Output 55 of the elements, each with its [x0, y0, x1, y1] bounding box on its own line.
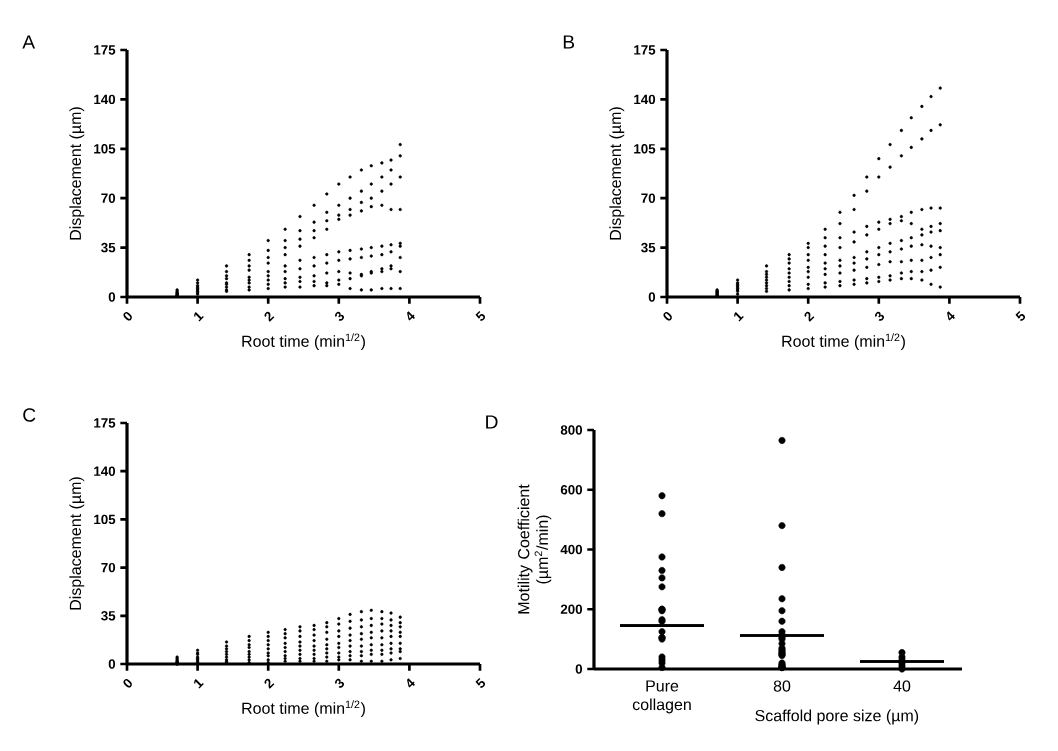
y-tick-label: 800	[560, 425, 583, 435]
chart-title: B	[563, 35, 575, 49]
y-tick-label: 0	[108, 292, 116, 302]
x-tick-label: 5	[475, 677, 486, 688]
x-tick-label: 1	[734, 312, 744, 322]
y-tick-label: 175	[634, 45, 656, 55]
y-tick-label: 70	[101, 562, 116, 573]
x-tick-label: 0	[123, 312, 132, 321]
y-tick-label: 70	[641, 193, 656, 203]
x-tick-label: 4	[407, 311, 415, 321]
y-tick-label: 35	[101, 611, 116, 621]
y-tick-label: 140	[634, 94, 656, 105]
x-tick-label: 0	[663, 312, 672, 321]
x-tick-label: 1	[194, 679, 204, 689]
y-tick-label: 0	[648, 292, 656, 302]
y-tick-label: 105	[94, 514, 116, 525]
x-tick-label: Pure collagen	[632, 680, 691, 714]
x-tick-label: 0	[123, 679, 132, 688]
x-tick-label: 4	[407, 678, 415, 688]
x-tick-label: 1	[194, 312, 204, 322]
chart-title: D	[486, 415, 498, 429]
chart-title: C	[23, 408, 36, 422]
y-tick-label: 105	[634, 144, 656, 154]
y-axis-title: Displacement (µm)	[69, 477, 85, 610]
x-tick-label: 3	[335, 678, 345, 688]
x-tick-label: 3	[335, 311, 345, 321]
x-axis-title: Scaffold pore size (µm)	[755, 709, 919, 725]
chart-title: A	[22, 35, 36, 49]
y-tick-label: 70	[101, 193, 116, 203]
x-tick-label: 2	[804, 311, 815, 322]
y-tick-label: 175	[94, 418, 116, 428]
y-tick-label: 600	[560, 485, 583, 495]
x-axis-title: Root time (min$^{1/2}$)	[782, 333, 905, 351]
x-tick-label: 40	[893, 680, 911, 692]
y-tick-label: 35	[641, 242, 656, 253]
y-tick-label: 400	[560, 544, 583, 555]
y-tick-label: 0	[575, 664, 583, 674]
x-tick-label: 5	[1015, 310, 1026, 321]
x-tick-label: 5	[475, 310, 486, 321]
x-axis-title: Root time (min$^{1/2}$)	[242, 700, 365, 718]
y-axis-title: Displacement (µm)	[69, 107, 85, 240]
y-tick-label: 35	[101, 242, 116, 253]
x-tick-label: 2	[264, 678, 275, 689]
y-tick-label: 200	[560, 604, 583, 614]
y-tick-label: 140	[94, 94, 116, 105]
x-tick-label: 4	[947, 311, 955, 321]
y-tick-label: 0	[108, 659, 116, 669]
x-axis-title: Root time (min$^{1/2}$)	[242, 333, 365, 351]
y-axis-title: Displacement (µm)	[609, 107, 625, 240]
x-tick-label: 2	[264, 311, 275, 322]
x-tick-label: 3	[875, 311, 885, 321]
y-tick-label: 175	[94, 45, 116, 55]
y-tick-label: 105	[94, 144, 116, 154]
x-tick-label: 80	[773, 680, 791, 692]
y-tick-label: 140	[94, 466, 116, 476]
